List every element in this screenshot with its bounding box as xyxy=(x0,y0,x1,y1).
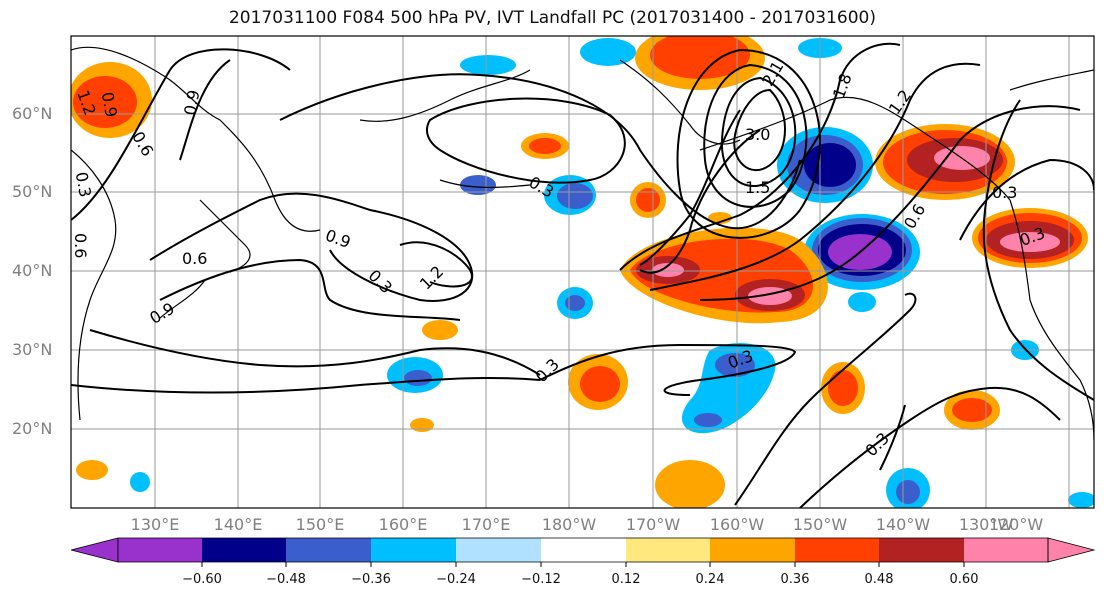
lon-label: 140°W xyxy=(875,515,931,534)
map-area: 0.9 1.2 0.6 0.9 1.2 0.3 0.9 0.6 0.3 0.3 … xyxy=(71,36,1094,508)
lon-label: 140°E xyxy=(213,515,263,534)
map-title: 2017031100 F084 500 hPa PV, IVT Landfall… xyxy=(228,8,876,28)
colorbar-swatch xyxy=(456,538,541,562)
lon-label: 130°E xyxy=(130,515,180,534)
lat-label: 30°N xyxy=(12,340,53,359)
colorbar-swatch xyxy=(879,538,964,562)
contours xyxy=(71,42,1094,508)
colorbar-tick-label: −0.48 xyxy=(266,572,306,587)
lat-label: 60°N xyxy=(12,104,53,123)
lat-label: 50°N xyxy=(12,182,53,201)
colorbar-extend-high xyxy=(1047,537,1096,563)
shaded-field xyxy=(71,36,1094,508)
colorbar-tick-label: −0.60 xyxy=(182,572,222,587)
lon-label: 170°E xyxy=(461,515,511,534)
lon-label: 160°E xyxy=(378,515,428,534)
colorbar-swatch xyxy=(710,538,795,562)
contour-label: 0.3 xyxy=(72,170,95,198)
colorbar-tick-label: −0.12 xyxy=(521,572,561,587)
colorbar-tick-label: 0.60 xyxy=(949,572,979,587)
colorbar xyxy=(70,537,1096,567)
colorbar-swatch xyxy=(118,538,202,562)
colorbar-tick-label: −0.36 xyxy=(351,572,391,587)
lon-label: 180°W xyxy=(541,515,597,534)
lon-label: 170°W xyxy=(625,515,681,534)
colorbar-swatch xyxy=(371,538,456,562)
contour-label: 3.0 xyxy=(745,125,770,144)
map-frame xyxy=(70,35,1095,509)
colorbar-swatch xyxy=(964,538,1048,562)
contour-label: 0.9 xyxy=(180,88,203,116)
coastlines xyxy=(71,46,1094,441)
contour-label: 0.6 xyxy=(71,233,90,258)
colorbar-tick-label: 0.12 xyxy=(611,572,641,587)
lon-label: 120°W xyxy=(988,515,1044,534)
lon-label: 160°W xyxy=(709,515,765,534)
contour-label: 0.3 xyxy=(992,183,1017,202)
colorbar-swatch xyxy=(795,538,879,562)
colorbar-swatch xyxy=(202,538,286,562)
lon-label: 150°E xyxy=(295,515,345,534)
lon-label: 130°W xyxy=(958,515,1014,534)
lat-label: 40°N xyxy=(12,261,53,280)
colorbar-swatch xyxy=(286,538,371,562)
colorbar-swatch xyxy=(626,538,710,562)
lat-label: 20°N xyxy=(12,419,53,438)
contour-label: 1.5 xyxy=(745,178,770,197)
colorbar-swatch xyxy=(541,538,626,562)
colorbar-extend-low xyxy=(70,537,119,563)
contour-label: 0.9 xyxy=(98,90,121,118)
colorbar-tick-label: 0.36 xyxy=(780,572,810,587)
colorbar-tick-label: −0.24 xyxy=(436,572,476,587)
lon-label: 150°W xyxy=(792,515,848,534)
contour-label: 0.6 xyxy=(182,249,207,268)
colorbar-tick-label: 0.48 xyxy=(864,572,894,587)
colorbar-tick-label: 0.24 xyxy=(695,572,725,587)
